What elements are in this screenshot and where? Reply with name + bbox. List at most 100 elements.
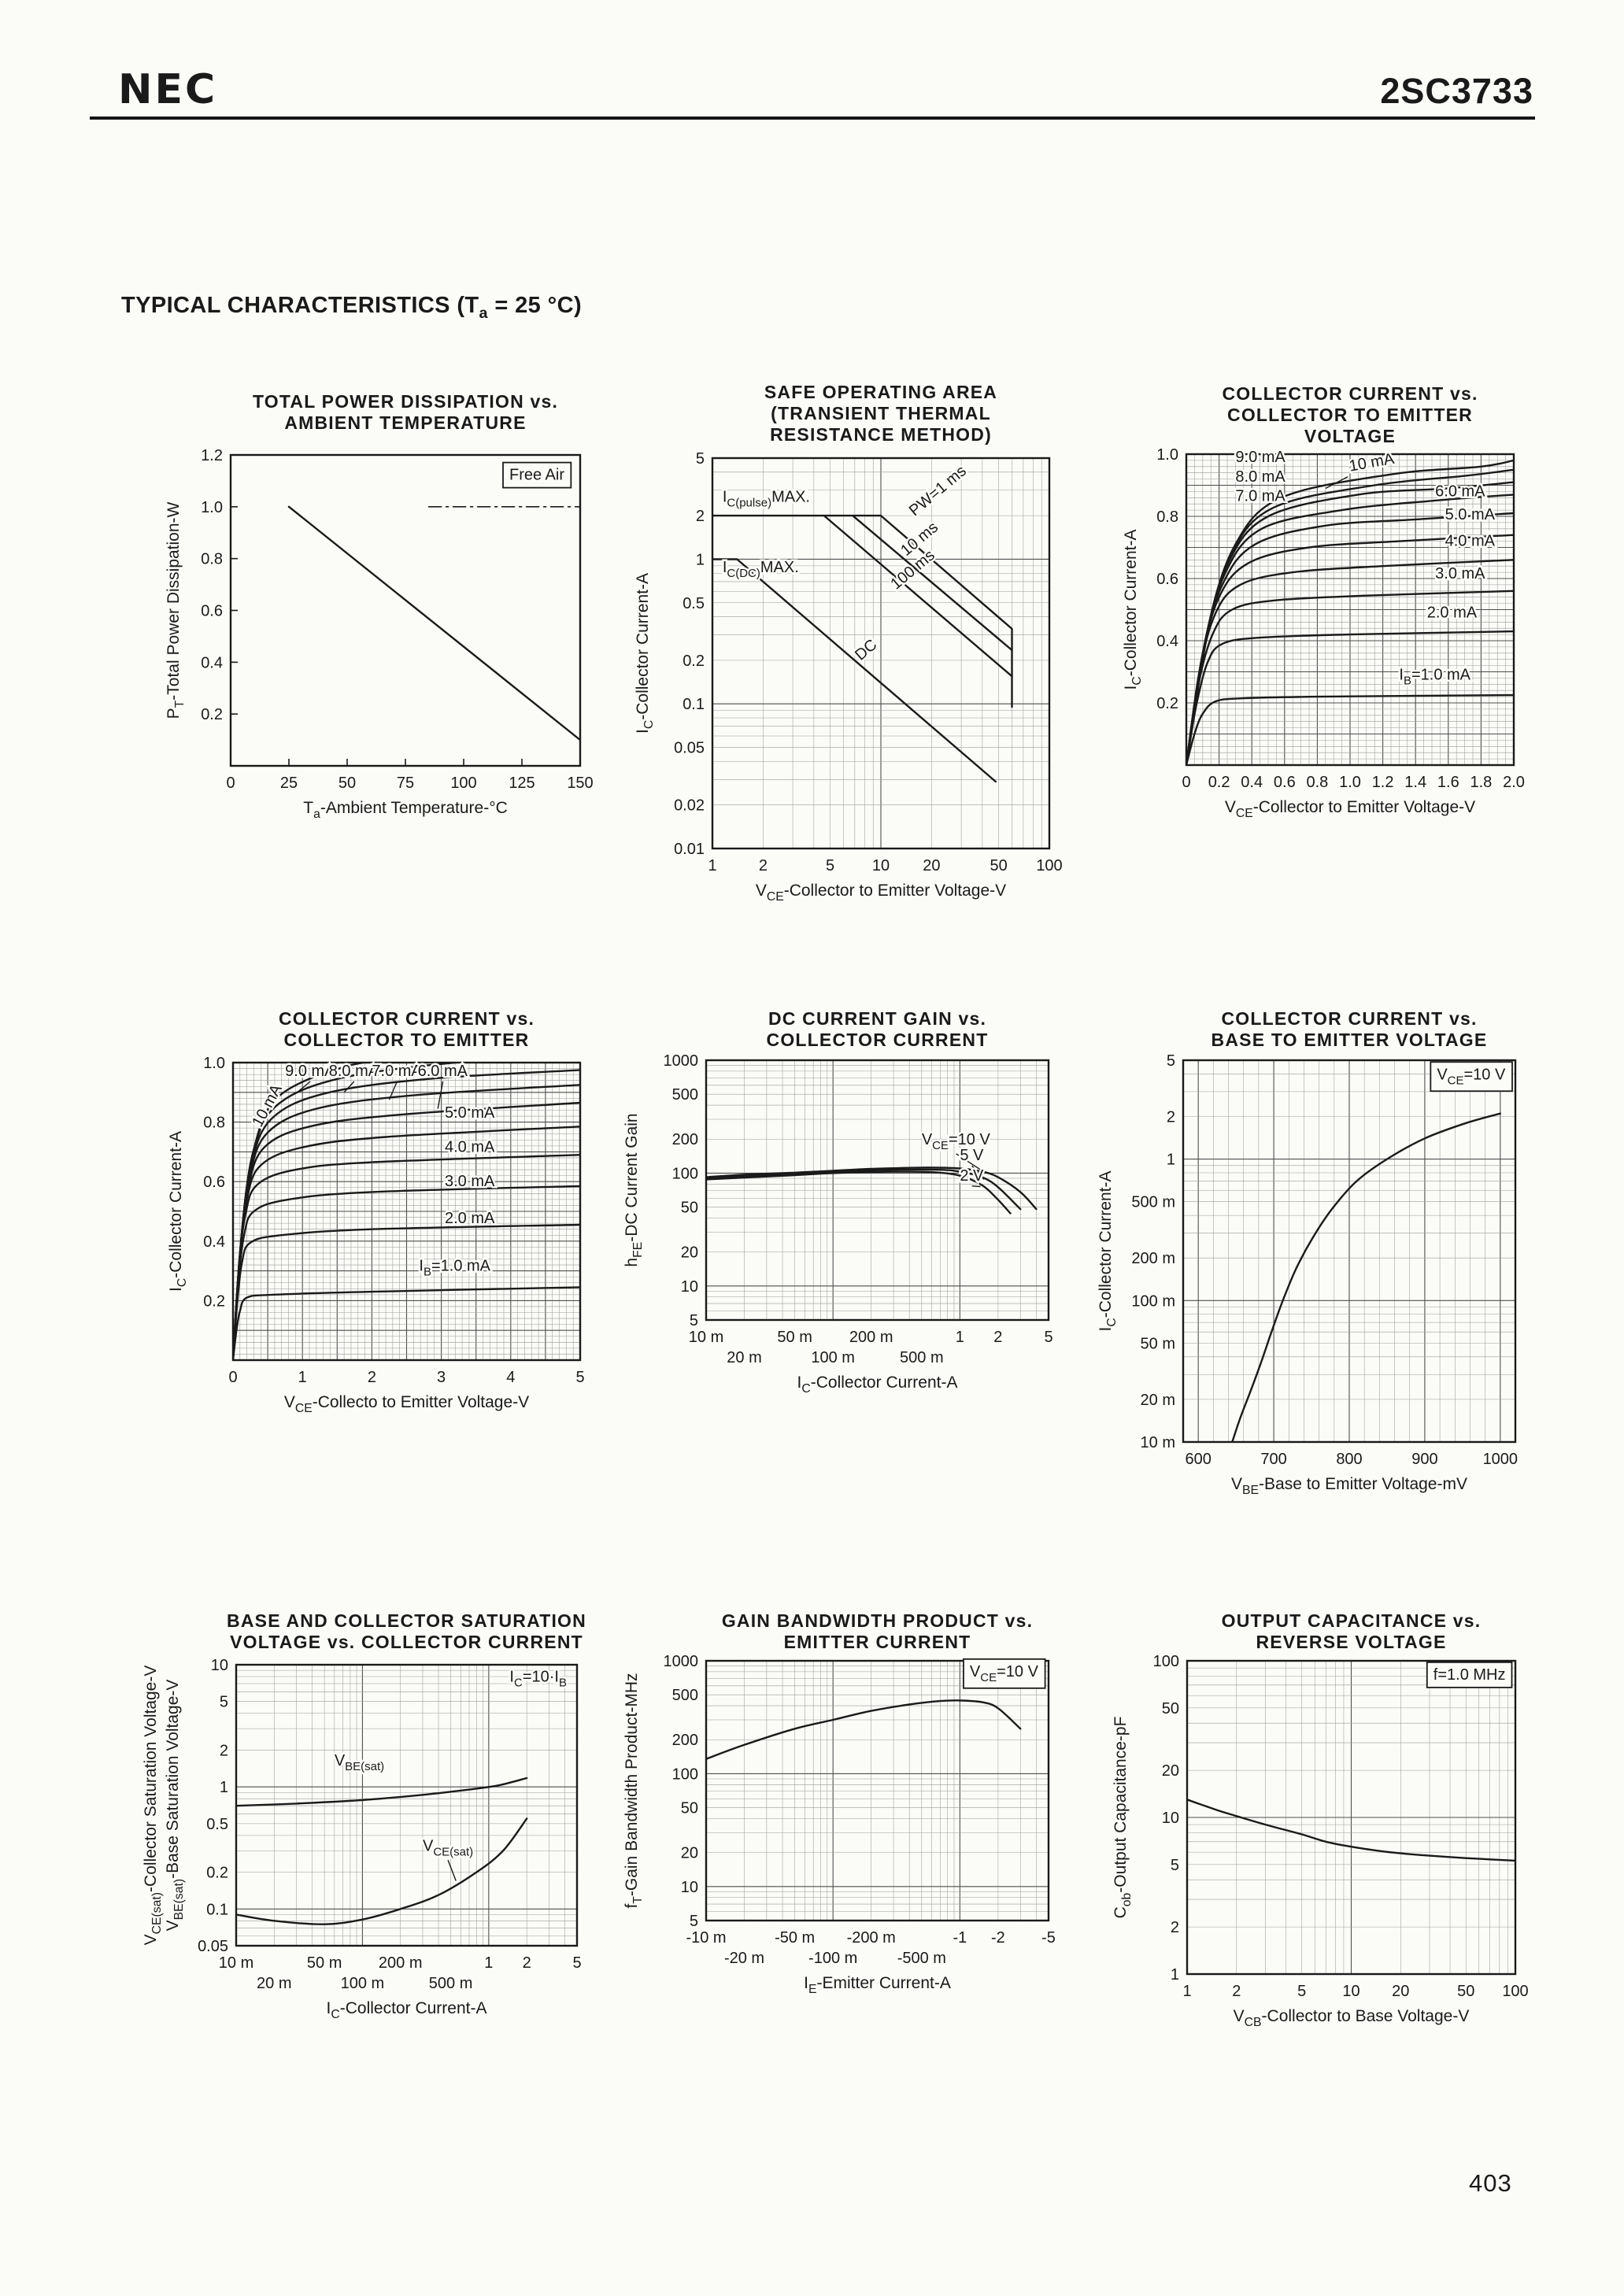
plot-border [231,1061,582,1362]
chart-collector-current-vs-vce-2v: COLLECTOR CURRENT vs. COLLECTOR TO EMITTE… [1098,376,1614,849]
curve-label: IB=1.0 mA [1399,666,1470,687]
svg-text:1: 1 [1182,1983,1191,2000]
svg-text:1: 1 [484,1954,493,1972]
tick-labels: 1 2 5 10 20 50 100 100 50 20 10 5 2 1 VCB-Collector to… [1112,1653,1529,2029]
svg-text:0.02: 0.02 [674,797,705,815]
svg-text:0.4: 0.4 [203,1233,225,1251]
svg-text:50: 50 [681,1800,698,1817]
svg-text:4: 4 [506,1369,515,1386]
svg-text:-5: -5 [1041,1929,1056,1947]
svg-text:0.8: 0.8 [203,1115,225,1132]
svg-text:200 m: 200 m [1131,1250,1175,1267]
tick-labels: 0 1 2 3 4 5 0.2 0.4 0.6 0.8 1.0 VCE-Collecto to Emi… [167,1055,585,1415]
series-curve [233,1063,374,1360]
label-leader-line [1325,476,1348,490]
chart-title-line: COLLECTOR CURRENT vs. [1221,1008,1477,1029]
chart-title-line: COLLECTOR TO EMITTER [284,1030,530,1050]
svg-text:5: 5 [690,1312,698,1329]
svg-text:1: 1 [708,857,716,874]
tick-labels: 0 25 50 75 100 125 150 0.2 0.4 0.6 0.8 1.0 1.2 Ta-Amb… [165,447,594,821]
y-axis-label: IC-Collector Current-A [167,1131,189,1292]
tick-labels: -10 m -20 m -50 m -100 m -200 m-500 m -1 -2 -5 1… [623,1653,1056,1996]
svg-text:100 m: 100 m [341,1975,385,1992]
plot-border [235,1663,579,1947]
curve-label: 7.0 mA [372,1063,422,1080]
chart-canvas: TOTAL POWER DISSIPATION vs.AMBIENT TEMPE… [165,391,594,821]
chart-collector-current-vs-vce-5v: COLLECTOR CURRENT vs. COLLECTOR TO EMITTE… [110,990,630,1462]
svg-text:10: 10 [1162,1810,1179,1827]
grid [236,1665,577,1946]
svg-text:1.0: 1.0 [1156,446,1178,464]
tick-labels: 0 0.2 0.4 0.6 0.8 1.0 1.2 1.4 1.6 1.8 2.0 0.2 0.4 0.6… [1122,446,1525,820]
curve-label: 5.0 mA [445,1104,495,1122]
curve-label: IC(DC)MAX. [723,559,799,580]
svg-text:1.2: 1.2 [1372,774,1394,791]
svg-text:1.0: 1.0 [201,499,223,516]
svg-text:0.4: 0.4 [1241,774,1263,791]
svg-text:100: 100 [1502,1983,1528,2000]
chart-saturation-voltage: BASE AND COLLECTOR SATURATION VOLTAGE vs.… [93,1592,628,2076]
y-axis-label: IC-Collector Current-A [1122,530,1144,690]
chart-title-line: RESISTANCE METHOD) [770,424,992,445]
svg-text:500 m: 500 m [900,1349,944,1366]
svg-text:0.1: 0.1 [206,1901,228,1918]
svg-text:5: 5 [1171,1857,1179,1874]
label-leader-line [388,1081,398,1100]
x-axis-label: Ta-Ambient Temperature-°C [303,799,508,821]
svg-text:-500 m: -500 m [897,1950,946,1967]
curve-label: IC(pulse)MAX. [723,489,810,510]
chart-title-line: COLLECTOR CURRENT [767,1030,989,1050]
svg-text:5: 5 [696,450,705,468]
svg-text:1: 1 [956,1329,964,1346]
series-group [1187,1799,1515,1862]
svg-text:0.8: 0.8 [1306,774,1328,791]
svg-text:5: 5 [1297,1983,1306,2000]
series-group [706,1699,1022,1760]
curve-label: IC=10·IB [509,1668,567,1689]
series-curve [287,505,580,741]
curve-label: PW=1 ms [906,462,970,519]
plot-border [1185,453,1515,767]
brand-logo: NEC [118,66,218,113]
curve-label: 8.0 mA [1235,468,1286,486]
svg-text:-10 m: -10 m [686,1929,726,1947]
series-curve [1186,693,1514,765]
x-axis-label: VCE-Collecto to Emitter Voltage-V [284,1393,529,1415]
chart-title-line: BASE TO EMITTER VOLTAGE [1212,1030,1488,1050]
tick-labels: 10 m20 m 50 m 100 m 200 m 500 m 1 2 5 1000 500 200… [623,1052,1053,1396]
curve-label: 5.0 mA [1445,506,1496,523]
plot-border [1182,1059,1517,1444]
curve-label: 2.0 mA [1427,604,1478,621]
chart-canvas: COLLECTOR CURRENT vs.COLLECTOR TO EMITTE… [1122,383,1525,820]
svg-text:1.0: 1.0 [1339,774,1361,791]
svg-text:500 m: 500 m [1131,1194,1175,1211]
svg-text:500: 500 [672,1687,698,1704]
chart-safe-operating-area: SAFE OPERATING AREA (TRANSIENT THERMAL RES… [622,376,1102,927]
svg-text:10: 10 [872,857,890,874]
chart-canvas: COLLECTOR CURRENT vs.COLLECTOR TO EMITTE… [167,1008,585,1415]
chart-total-power-dissipation: TOTAL POWER DISSIPATION vs. AMBIENT TEMPE… [110,383,630,855]
grid [230,454,581,766]
svg-text:5: 5 [575,1369,584,1386]
page-title-subscript: a [479,304,488,322]
curve-label: f=1.0 MHz [1433,1666,1506,1684]
svg-text:-1: -1 [953,1929,967,1947]
label-leader-line [298,1081,311,1092]
svg-text:0.05: 0.05 [198,1938,228,1955]
series-group [712,514,1013,783]
svg-text:0: 0 [228,1369,237,1386]
x-axis-label: IC-Collector Current-A [797,1374,958,1396]
series-curve [712,514,1013,708]
svg-text:0.1: 0.1 [683,696,705,713]
chart-title-line: TOTAL POWER DISSIPATION vs. [253,391,558,412]
svg-text:0.4: 0.4 [201,654,223,671]
svg-text:-2: -2 [991,1929,1005,1947]
series-curve [1231,1112,1501,1442]
chart-title-line: DC CURRENT GAIN vs. [768,1008,986,1029]
svg-text:20: 20 [1392,1983,1409,2000]
curve-label: VCE=10 V [970,1663,1039,1684]
svg-text:20 m: 20 m [727,1349,761,1366]
curve-label: VCE(sat) [423,1837,473,1858]
